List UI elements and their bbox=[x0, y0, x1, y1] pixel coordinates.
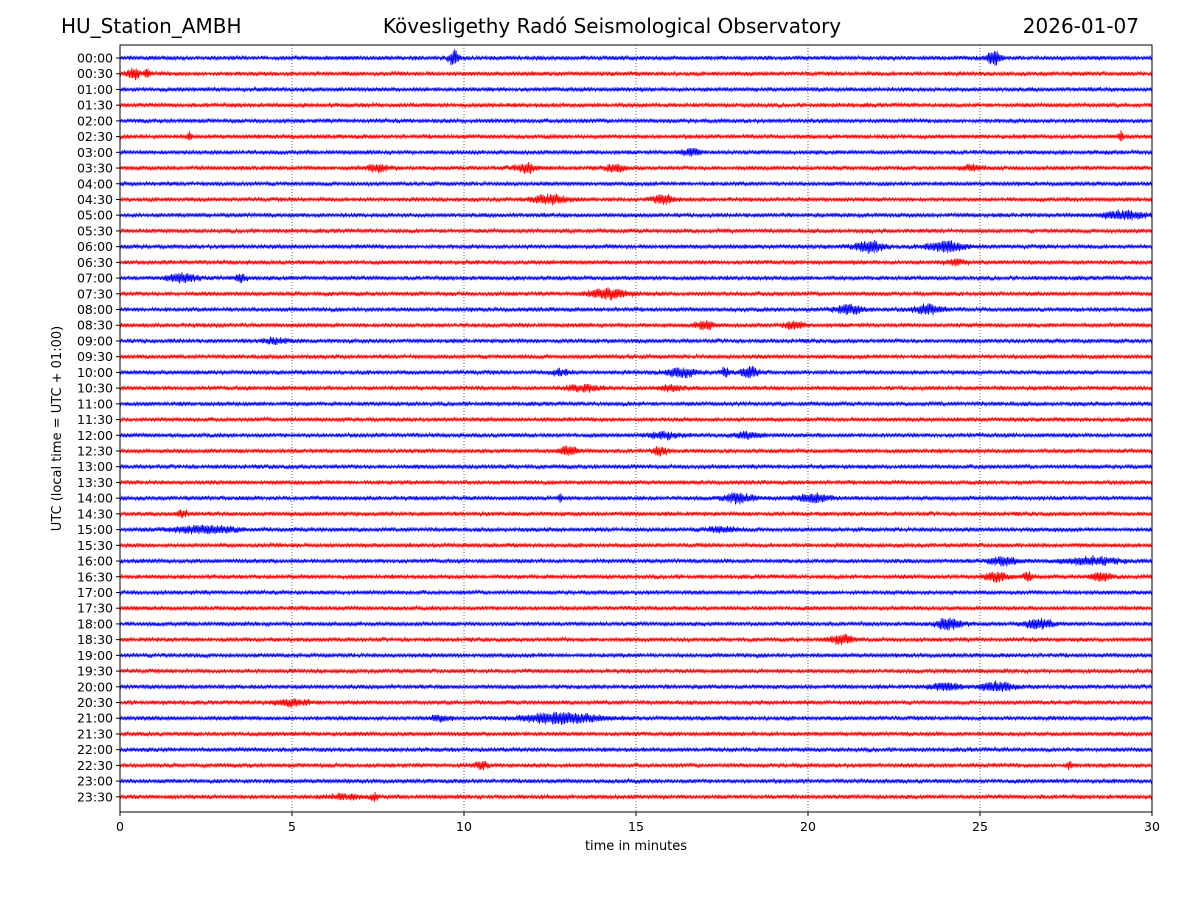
y-tick-label: 08:00 bbox=[77, 302, 113, 317]
y-tick-label: 06:00 bbox=[77, 239, 113, 254]
y-tick-label: 20:30 bbox=[77, 695, 113, 710]
trace-row-1030 bbox=[119, 383, 1153, 393]
y-tick-label: 22:00 bbox=[77, 742, 113, 757]
x-tick-label: 0 bbox=[116, 819, 124, 834]
trace-row-2330 bbox=[119, 791, 1153, 803]
y-tick-label: 22:30 bbox=[77, 758, 113, 773]
y-tick-label: 23:30 bbox=[77, 789, 113, 804]
y-tick-label: 19:00 bbox=[77, 648, 113, 663]
y-tick-label: 12:00 bbox=[77, 428, 113, 443]
y-tick-label: 02:00 bbox=[77, 113, 113, 128]
x-tick-label: 5 bbox=[288, 819, 296, 834]
trace-row-0630 bbox=[119, 258, 1153, 267]
y-tick-label: 14:30 bbox=[77, 506, 113, 521]
trace-row-0730 bbox=[119, 287, 1153, 301]
trace-row-0930 bbox=[119, 353, 1153, 361]
y-tick-label: 05:00 bbox=[77, 208, 113, 223]
y-tick-label: 20:00 bbox=[77, 679, 113, 694]
y-tick-label: 04:30 bbox=[77, 192, 113, 207]
y-tick-label: 01:30 bbox=[77, 98, 113, 113]
y-tick-label: 18:00 bbox=[77, 616, 113, 631]
y-tick-label: 21:00 bbox=[77, 711, 113, 726]
y-tick-label: 07:30 bbox=[77, 286, 113, 301]
y-tick-label: 09:30 bbox=[77, 349, 113, 364]
y-tick-label: 10:00 bbox=[77, 365, 113, 380]
y-tick-label: 17:30 bbox=[77, 601, 113, 616]
trace-row-0500 bbox=[119, 209, 1153, 221]
y-tick-label: 12:30 bbox=[77, 444, 113, 459]
vertical-grid bbox=[291, 45, 981, 812]
trace-row-0030 bbox=[119, 67, 1153, 81]
y-tick-label: 18:30 bbox=[77, 632, 113, 647]
trace-row-1230 bbox=[119, 445, 1153, 457]
x-tick-label: 25 bbox=[972, 819, 988, 834]
y-tick-label: 03:30 bbox=[77, 161, 113, 176]
x-tick-label: 30 bbox=[1144, 819, 1160, 834]
x-tick-label: 15 bbox=[628, 819, 644, 834]
y-tick-label: 23:00 bbox=[77, 774, 113, 789]
y-tick-label: 14:00 bbox=[77, 491, 113, 506]
y-tick-label: 08:30 bbox=[77, 318, 113, 333]
trace-row-0900 bbox=[119, 336, 1153, 346]
x-tick-label: 10 bbox=[456, 819, 472, 834]
y-tick-label: 02:30 bbox=[77, 129, 113, 144]
trace-row-0300 bbox=[119, 147, 1153, 157]
y-tick-label: 16:00 bbox=[77, 554, 113, 569]
y-tick-label: 15:00 bbox=[77, 522, 113, 537]
chart-title: Kövesligethy Radó Seismological Observat… bbox=[382, 14, 842, 38]
y-tick-label: 00:00 bbox=[77, 51, 113, 66]
trace-row-1430 bbox=[119, 509, 1153, 519]
y-tick-label: 01:00 bbox=[77, 82, 113, 97]
y-tick-label: 17:00 bbox=[77, 585, 113, 600]
trace-row-2300 bbox=[119, 777, 1153, 785]
x-tick-label: 20 bbox=[800, 819, 816, 834]
trace-row-2100 bbox=[119, 711, 1153, 726]
y-tick-label: 03:00 bbox=[77, 145, 113, 160]
y-tick-label: 11:30 bbox=[77, 412, 113, 427]
y-tick-label: 06:30 bbox=[77, 255, 113, 270]
y-axis-ticks: 00:0000:3001:0001:3002:0002:3003:0003:30… bbox=[77, 51, 120, 804]
station-name: HU_Station_AMBH bbox=[61, 14, 242, 38]
trace-row-0530 bbox=[119, 227, 1153, 235]
y-tick-label: 13:00 bbox=[77, 459, 113, 474]
y-tick-label: 15:30 bbox=[77, 538, 113, 553]
y-tick-label: 13:30 bbox=[77, 475, 113, 490]
y-axis-label: UTC (local time = UTC + 01:00) bbox=[50, 326, 65, 531]
x-axis-ticks: 0 5 10 15 20 25 30 bbox=[116, 812, 1160, 834]
chart-date: 2026-01-07 bbox=[1022, 14, 1139, 38]
trace-row-1900 bbox=[119, 651, 1153, 659]
y-tick-label: 05:30 bbox=[77, 223, 113, 238]
y-tick-label: 04:00 bbox=[77, 176, 113, 191]
y-tick-label: 11:00 bbox=[77, 396, 113, 411]
y-tick-label: 09:00 bbox=[77, 333, 113, 348]
y-tick-label: 07:00 bbox=[77, 271, 113, 286]
trace-row-1630 bbox=[119, 571, 1153, 583]
y-tick-label: 00:30 bbox=[77, 66, 113, 81]
x-axis-label: time in minutes bbox=[585, 839, 687, 854]
y-tick-label: 21:30 bbox=[77, 726, 113, 741]
trace-row-1730 bbox=[119, 604, 1153, 612]
y-tick-label: 10:30 bbox=[77, 381, 113, 396]
y-tick-label: 19:30 bbox=[77, 664, 113, 679]
trace-row-1500 bbox=[119, 524, 1153, 535]
y-tick-label: 16:30 bbox=[77, 569, 113, 584]
